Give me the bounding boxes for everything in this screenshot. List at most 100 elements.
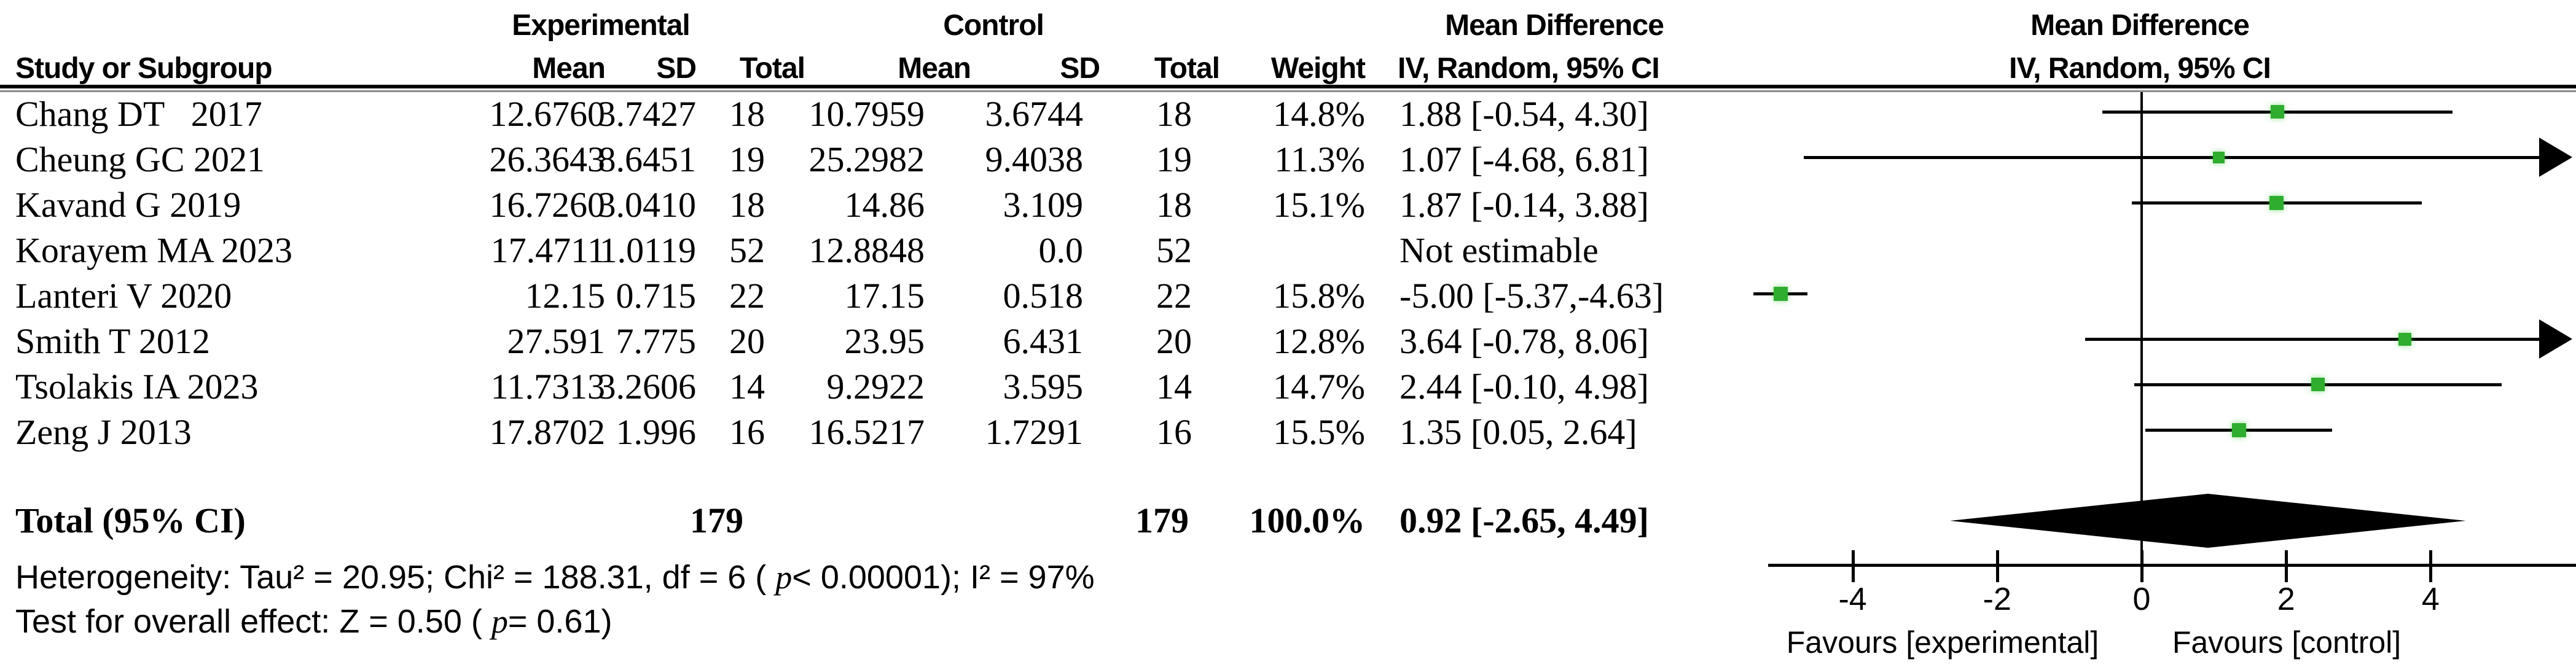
zero-reference-line [2140,92,2143,567]
heterogeneity-p-symbol: p [775,559,793,596]
effect-marker [2311,378,2325,391]
column-header-exp-sd: SD [656,52,697,85]
overall-effect-stats: Test for overall effect: Z = 0.50 ( p= 0… [15,602,612,641]
axis-tick [1851,550,1855,582]
exp-sd-value: 0.715 [616,276,697,316]
ctrl-sd-value: 1.7291 [985,412,1084,452]
ctrl-sd-value: 3.6744 [985,94,1084,134]
effect-marker [2213,151,2225,163]
weight-value: 12.8% [1273,321,1365,361]
ctrl-sd-value: 9.4038 [985,139,1084,179]
effect-marker [2269,195,2284,210]
axis-tick [2285,550,2288,582]
total-ci-text: 0.92 [-2.65, 4.49] [1400,501,1649,540]
column-header-ctrl-mean: Mean [898,52,971,85]
weight-value: 11.3% [1274,139,1365,179]
effect-marker [2398,332,2411,346]
ctrl-mean-value: 25.2982 [808,139,925,179]
table-row: Lanteri V 2020 12.15 0.715 22 17.15 0.518 22 15… [0,273,2576,319]
ctrl-mean-value: 14.86 [844,185,925,225]
exp-mean-value: 12.15 [525,276,606,316]
heterogeneity-text-tail: < 0.00001); I² = 97% [792,559,1095,596]
table-row: Cheung GC 2021 26.3643 8.6451 19 25.2982 9.40… [0,137,2576,182]
table-row: Smith T 2012 27.591 7.775 20 23.95 6.431 20 12.… [0,319,2576,364]
study-label: Chang DT 2017 [15,94,262,134]
ctrl-mean-value: 10.7959 [808,94,925,134]
study-label: Lanteri V 2020 [15,276,232,316]
exp-mean-value: 11.7313 [490,367,605,407]
exp-mean-value: 17.8702 [489,412,606,452]
exp-total-value: 19 [729,139,765,179]
column-header-exp-total: Total [739,52,805,85]
x-axis-line [1768,564,2576,567]
header-group-experimental: Experimental [512,9,690,42]
ctrl-sd-value: 3.595 [1003,367,1084,407]
axis-tick [2140,550,2143,582]
study-label: Smith T 2012 [15,321,210,361]
arrow-right-icon [2539,138,2572,177]
total-exp-total: 179 [690,501,743,540]
ctrl-total-value: 22 [1156,276,1192,316]
exp-sd-value: 3.2606 [598,367,697,407]
ci-text-value: 2.44 [-0.10, 4.98] [1400,367,1649,407]
column-header-ci-plot: IV, Random, 95% CI [2009,52,2271,85]
ctrl-mean-value: 23.95 [844,321,925,361]
exp-mean-value: 17.4711 [490,230,605,270]
axis-tick [1995,550,1999,582]
weight-value: 15.8% [1273,276,1365,316]
study-label: Zeng J 2013 [15,412,192,452]
table-row: Tsolakis IA 2023 11.7313 3.2606 14 9.2922 3.5… [0,364,2576,410]
ctrl-total-value: 52 [1156,230,1192,270]
ctrl-mean-value: 16.5217 [808,412,925,452]
effect-marker [1773,286,1788,301]
table-row: Kavand G 2019 16.7260 3.0410 18 14.86 3.109 18… [0,182,2576,228]
ctrl-total-value: 18 [1156,185,1192,225]
column-header-weight: Weight [1270,52,1366,85]
column-header-ctrl-sd: SD [1060,52,1100,85]
ci-text-value: 1.88 [-0.54, 4.30] [1400,94,1649,134]
exp-mean-value: 27.591 [507,321,606,361]
ctrl-total-value: 18 [1156,94,1192,134]
table-row: Zeng J 2013 17.8702 1.996 16 16.5217 1.7291 16… [0,410,2576,455]
column-header-study: Study or Subgroup [15,52,273,85]
summary-diamond [1950,494,2467,548]
table-row: Chang DT 2017 12.6760 3.7427 18 10.7959 3.674… [0,92,2576,137]
weight-value: 15.5% [1273,412,1365,452]
axis-tick-label: 2 [2277,582,2295,617]
column-header-exp-mean: Mean [532,52,606,85]
ctrl-mean-value: 17.15 [844,276,925,316]
exp-sd-value: 7.775 [616,321,697,361]
overall-text-tail: = 0.61) [507,603,613,640]
column-header-ci-text: IV, Random, 95% CI [1398,52,1660,85]
overall-p-symbol: p [491,603,508,640]
ci-text-value: 1.35 [0.05, 2.64] [1400,412,1637,452]
axis-tick-label: -4 [1838,582,1867,617]
exp-total-value: 18 [729,94,765,134]
column-header-ctrl-total: Total [1154,52,1220,85]
ctrl-sd-value: 6.431 [1003,321,1084,361]
exp-total-value: 20 [729,321,765,361]
ctrl-sd-value: 3.109 [1003,185,1084,225]
ctrl-sd-value: 0.0 [1038,230,1084,270]
effect-marker [2271,105,2285,119]
total-row: Total (95% CI) 179 179 100.0% 0.92 [-2.6… [0,498,2576,543]
exp-mean-value: 16.7260 [489,185,606,225]
exp-sd-value: 8.6451 [598,139,697,179]
exp-sd-value: 1.0119 [599,230,696,270]
summary-diamond-shape [1950,494,2467,548]
ctrl-total-value: 14 [1156,367,1192,407]
header-rule-top [0,85,2576,88]
exp-total-value: 18 [729,185,765,225]
exp-mean-value: 12.6760 [489,94,606,134]
overall-text: Test for overall effect: Z = 0.50 ( [15,603,491,640]
exp-sd-value: 1.996 [616,412,697,452]
axis-tick-label: 0 [2132,582,2151,617]
ci-text-value: 1.07 [-4.68, 6.81] [1400,139,1649,179]
ci-text-value: 1.87 [-0.14, 3.88] [1400,185,1649,225]
exp-total-value: 52 [729,230,765,270]
ci-line [1803,156,2542,159]
header-group-control: Control [943,9,1044,42]
table-row: Korayem MA 2023 17.4711 1.0119 52 12.8848 0.0… [0,228,2576,273]
ci-text-value: 3.64 [-0.78, 8.06] [1400,321,1649,361]
